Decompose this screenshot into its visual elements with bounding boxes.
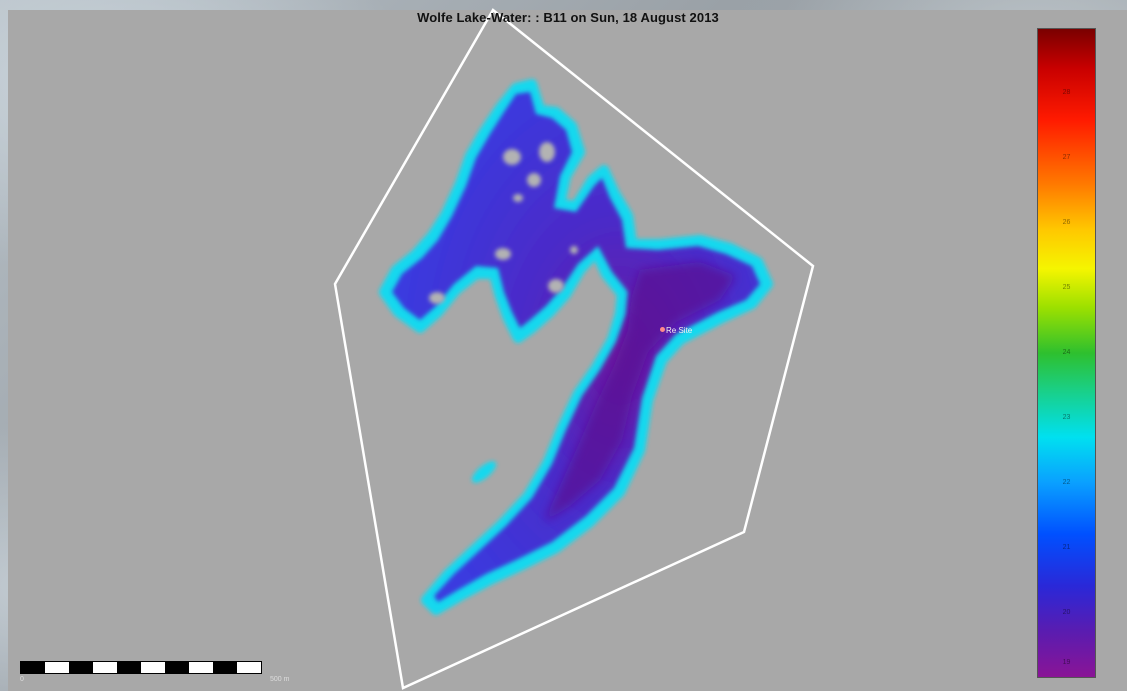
colorbar-tick: 27: [1062, 154, 1071, 161]
lake-islands: [429, 142, 578, 304]
scale-segment: [237, 662, 261, 673]
colorbar-tick: 21: [1062, 544, 1071, 551]
scale-segment: [141, 662, 165, 673]
scale-segment: [117, 662, 141, 673]
station-label: Re Site: [666, 326, 693, 335]
scale-bar: [20, 661, 262, 674]
scale-end-label: 500 m: [270, 676, 290, 683]
colorbar-tick: 20: [1062, 609, 1071, 616]
scale-segment: [69, 662, 93, 673]
colorbar-tick: 22: [1062, 479, 1071, 486]
map-title: Wolfe Lake-Water: : B11 on Sun, 18 Augus…: [417, 10, 719, 25]
station-marker[interactable]: [660, 327, 665, 332]
study-area-boundary: [333, 8, 815, 690]
color-scale-bar: 28 27 26 25 24 23 22 21 20 19: [1037, 28, 1096, 678]
lake-water-body: [392, 92, 760, 602]
colorbar-tick: 28: [1062, 89, 1071, 96]
scale-segment: [213, 662, 237, 673]
lake-deep-core: [544, 262, 736, 522]
colorbar-tick: 26: [1062, 219, 1071, 226]
scale-segment: [21, 662, 45, 673]
colorbar-tick: 24: [1062, 349, 1071, 356]
lake-edge-glow: [379, 79, 773, 615]
scale-segment: [165, 662, 189, 673]
scale-segment: [93, 662, 117, 673]
colorbar-tick: 25: [1062, 284, 1071, 291]
colorbar-tick: 23: [1062, 414, 1071, 421]
scale-segment: [189, 662, 213, 673]
scale-segment: [45, 662, 69, 673]
colorbar-tick: 19: [1062, 659, 1071, 666]
scale-start-label: 0: [20, 676, 24, 683]
